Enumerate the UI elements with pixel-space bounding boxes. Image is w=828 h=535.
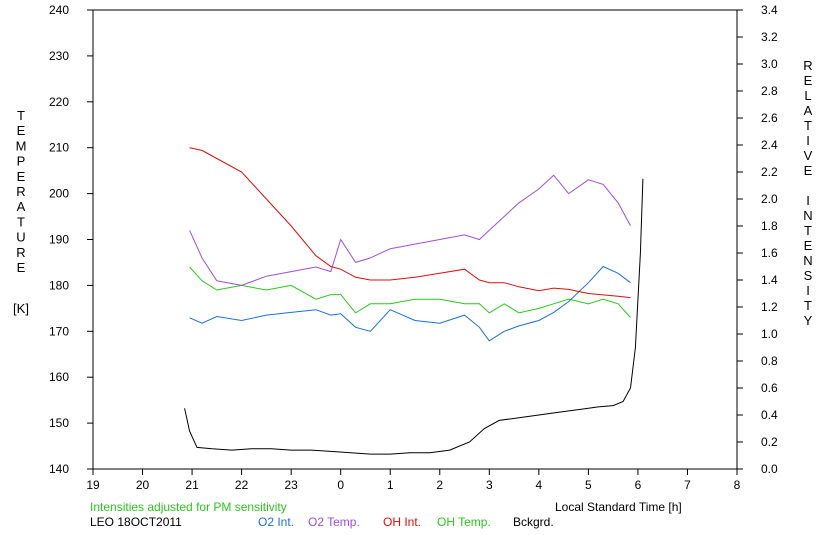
y-right-tick-label: 2.2 bbox=[761, 165, 778, 179]
y-right-tick-label: 2.8 bbox=[761, 84, 778, 98]
y-right-label-letter: I bbox=[806, 133, 810, 148]
x-tick-label: 22 bbox=[235, 478, 249, 492]
y-left-unit: [K] bbox=[13, 301, 29, 316]
y-right-tick-label: 3.2 bbox=[761, 30, 778, 44]
x-tick-label: 8 bbox=[734, 478, 741, 492]
x-tick-label: 21 bbox=[185, 478, 199, 492]
y-right-tick-label: 1.0 bbox=[761, 327, 778, 341]
y-right-tick-label: 1.6 bbox=[761, 246, 778, 260]
x-tick-label: 6 bbox=[635, 478, 642, 492]
y-right-label-letter: N bbox=[803, 208, 812, 223]
x-tick-label: 20 bbox=[136, 478, 150, 492]
y-right-label-letter: T bbox=[804, 298, 812, 313]
y-right-label-letter: V bbox=[804, 148, 813, 163]
x-tick-label: 23 bbox=[284, 478, 298, 492]
legend-oh-int: OH Int. bbox=[383, 515, 422, 529]
legend-bckgrd: Bckgrd. bbox=[513, 515, 554, 529]
y-right-tick-label: 3.0 bbox=[761, 57, 778, 71]
y-left-tick-label: 180 bbox=[49, 278, 69, 292]
y-left-tick-label: 230 bbox=[49, 49, 69, 63]
y-left-tick-label: 190 bbox=[49, 233, 69, 247]
y-right-tick-label: 2.0 bbox=[761, 192, 778, 206]
y-left-tick-label: 210 bbox=[49, 141, 69, 155]
y-right-label-letter: T bbox=[804, 118, 812, 133]
y-right-tick-label: 1.4 bbox=[761, 273, 778, 287]
y-right-label-letter: E bbox=[804, 238, 813, 253]
y-left-label-letter: E bbox=[17, 169, 26, 184]
y-right-label-letter: I bbox=[806, 193, 810, 208]
y-right-tick-label: 0.8 bbox=[761, 354, 778, 368]
y-right-tick-label: 0.0 bbox=[761, 462, 778, 476]
y-right-label-letter: I bbox=[806, 283, 810, 298]
y-left-label-letter: T bbox=[17, 214, 25, 229]
series-o2-temp bbox=[189, 174, 631, 286]
y-left-label-letter: E bbox=[17, 260, 26, 275]
y-right-tick-label: 1.8 bbox=[761, 219, 778, 233]
y-right-label-letter: L bbox=[804, 88, 811, 103]
y-right-label-letter: Y bbox=[804, 313, 813, 328]
y-left-label-letter: R bbox=[16, 245, 25, 260]
legend-o2-temp: O2 Temp. bbox=[308, 515, 360, 529]
x-tick-label: 0 bbox=[337, 478, 344, 492]
y-right-tick-label: 0.4 bbox=[761, 408, 778, 422]
x-axis-label: Local Standard Time [h] bbox=[555, 500, 682, 514]
station-date-label: LEO 18OCT2011 bbox=[90, 515, 182, 529]
y-right-label-letter: N bbox=[803, 253, 812, 268]
y-left-label-letter: T bbox=[17, 108, 25, 123]
sensitivity-note: Intensities adjusted for PM sensitivity bbox=[90, 500, 287, 514]
legend-oh-temp: OH Temp. bbox=[437, 515, 491, 529]
y-right-tick-label: 1.2 bbox=[761, 300, 778, 314]
x-tick-label: 4 bbox=[536, 478, 543, 492]
y-left-tick-label: 240 bbox=[49, 3, 69, 17]
x-tick-label: 3 bbox=[486, 478, 493, 492]
x-tick-label: 19 bbox=[86, 478, 100, 492]
y-right-tick-label: 3.4 bbox=[761, 3, 778, 17]
y-left-label-letter: E bbox=[17, 123, 26, 138]
y-left-tick-label: 220 bbox=[49, 95, 69, 109]
series-o2-int bbox=[189, 265, 631, 342]
y-right-label-letter: R bbox=[803, 58, 812, 73]
series-layer bbox=[184, 147, 644, 455]
y-right-label-letter: S bbox=[804, 268, 813, 283]
y-right-tick-label: 0.6 bbox=[761, 381, 778, 395]
y-left-label-letter: P bbox=[17, 154, 26, 169]
x-tick-label: 5 bbox=[585, 478, 592, 492]
y-right-label-letter: E bbox=[804, 73, 813, 88]
x-tick-label: 7 bbox=[684, 478, 691, 492]
y-left-label-letter: M bbox=[16, 138, 27, 153]
x-tick-label: 2 bbox=[436, 478, 443, 492]
y-left-tick-label: 170 bbox=[49, 324, 69, 338]
y-left-label-letter: R bbox=[16, 184, 25, 199]
y-right-label-letter: E bbox=[804, 163, 813, 178]
legend-o2-int: O2 Int. bbox=[258, 515, 295, 529]
y-left-tick-label: 160 bbox=[49, 370, 69, 384]
y-left-tick-label: 140 bbox=[49, 462, 69, 476]
y-right-tick-label: 2.4 bbox=[761, 138, 778, 152]
y-left-tick-label: 200 bbox=[49, 187, 69, 201]
y-right-label-letter: A bbox=[804, 103, 813, 118]
series-oh-temp bbox=[189, 266, 631, 318]
y-left-label-letter: A bbox=[17, 199, 26, 214]
y-right-tick-label: 2.6 bbox=[761, 111, 778, 125]
y-left-label-letter: U bbox=[16, 230, 25, 245]
series-bckgrd bbox=[184, 178, 644, 455]
y-right-tick-label: 0.2 bbox=[761, 435, 778, 449]
axis-layer: 19 20 21 22 23 0 1 2 3 4 5 6 7 8140150160170180190200… bbox=[49, 3, 778, 492]
y-right-label-letter: T bbox=[804, 223, 812, 238]
x-tick-label: 1 bbox=[387, 478, 394, 492]
series-oh-int bbox=[189, 147, 631, 299]
y-left-tick-label: 150 bbox=[49, 416, 69, 430]
